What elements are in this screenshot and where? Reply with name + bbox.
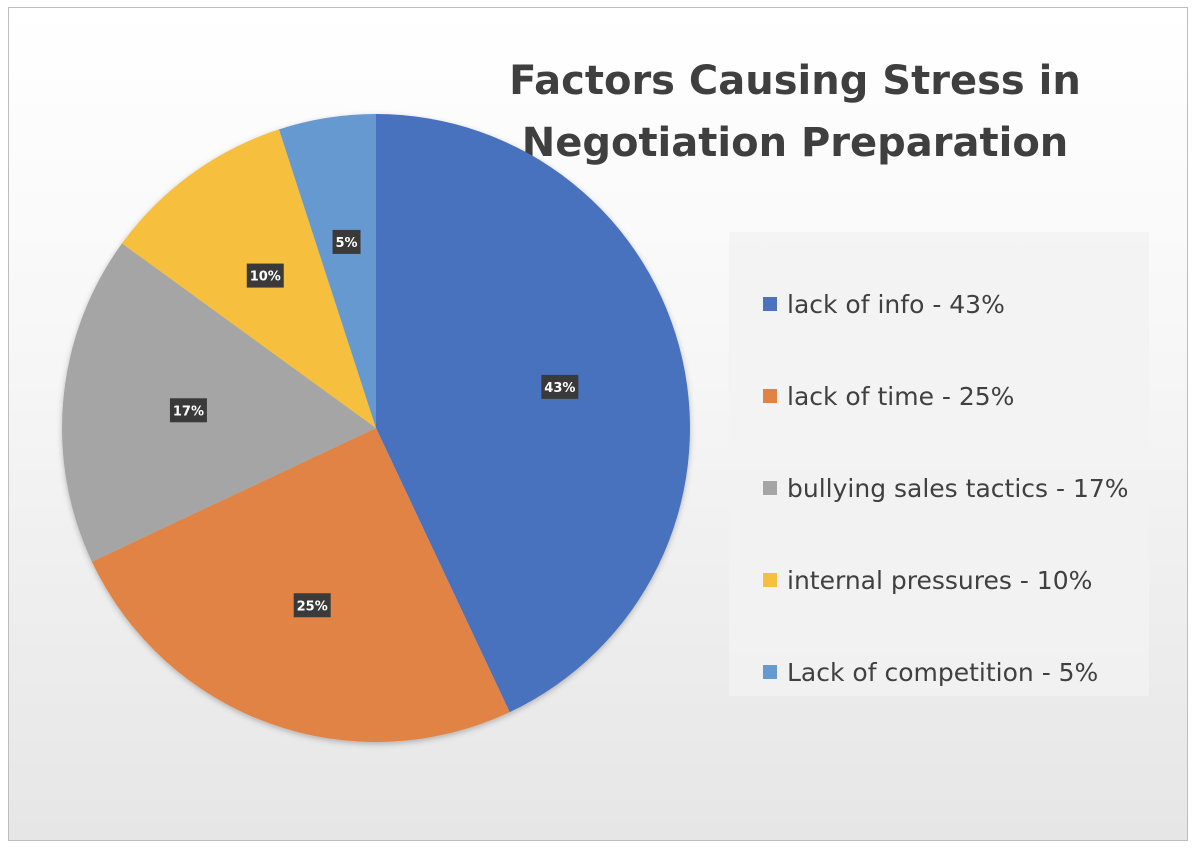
pie-data-label-text: 17% (173, 404, 204, 419)
legend-swatch (763, 297, 777, 311)
legend-swatch (763, 481, 777, 495)
pie-data-label-background (169, 398, 207, 423)
legend-swatch (763, 389, 777, 403)
legend-label: lack of info - 43% (787, 289, 1005, 319)
pie-slice (91, 428, 510, 742)
pie-data-label: 17% (169, 398, 207, 423)
pie-data-label-text: 5% (335, 236, 357, 251)
legend-item: internal pressures - 10% (729, 534, 1149, 626)
pie-slice (278, 114, 376, 428)
pie-slice (376, 114, 690, 713)
pie-data-label-background (332, 229, 361, 254)
pie-data-label-background (293, 593, 331, 618)
pie-data-label-background (541, 374, 579, 399)
legend-label: internal pressures - 10% (787, 565, 1093, 595)
legend-item: lack of info - 43% (729, 258, 1149, 350)
chart-title: Factors Causing Stress in Negotiation Pr… (509, 58, 1081, 166)
pie-data-labels: 43% 25% 17% 10% 5% (169, 229, 579, 618)
pie-data-label: 5% (332, 229, 361, 254)
pie-data-label-text: 25% (297, 599, 328, 614)
pie-data-label: 43% (541, 374, 579, 399)
legend-label: bullying sales tactics - 17% (787, 473, 1129, 503)
legend-swatch (763, 665, 777, 679)
pie-data-label: 10% (246, 263, 284, 288)
legend-item: bullying sales tactics - 17% (729, 442, 1149, 534)
legend: lack of info - 43% lack of time - 25% bull… (729, 232, 1149, 696)
pie-data-label-text: 43% (544, 381, 575, 396)
pie-data-label-text: 10% (250, 270, 281, 285)
legend-item: lack of time - 25% (729, 350, 1149, 442)
legend-item: Lack of competition - 5% (729, 626, 1149, 718)
pie-data-label-background (246, 263, 284, 288)
pie-slices (62, 114, 690, 742)
legend-label: lack of time - 25% (787, 381, 1015, 411)
pie-data-label: 25% (293, 593, 331, 618)
legend-swatch (763, 573, 777, 587)
pie-slice (62, 243, 377, 562)
legend-label: Lack of competition - 5% (787, 657, 1099, 687)
